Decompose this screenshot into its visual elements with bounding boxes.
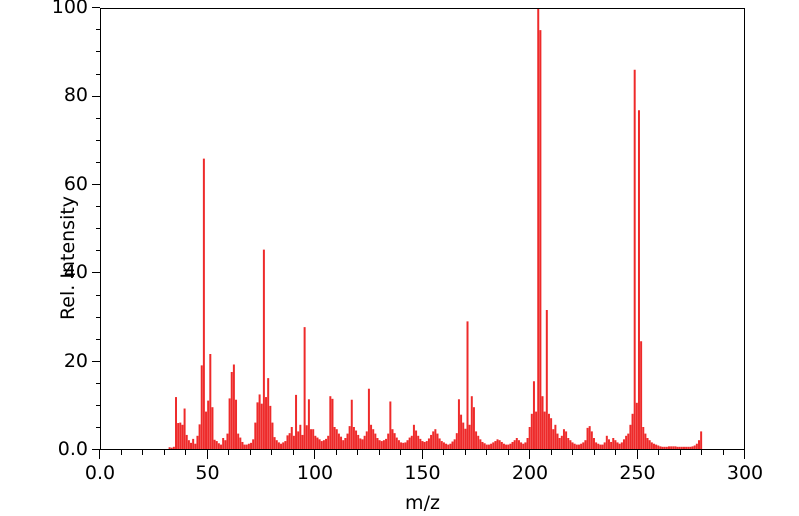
y-axis-tick-minor	[95, 139, 100, 141]
x-axis-tick-minor	[400, 450, 402, 455]
x-axis-tick-minor	[658, 450, 660, 455]
y-axis-tick-label: 0.0	[57, 438, 88, 460]
x-axis-tick-minor	[443, 450, 445, 455]
y-axis-tick-major	[92, 272, 100, 274]
y-axis-tick-minor	[95, 73, 100, 75]
y-axis-title: Rel. Intensity	[57, 195, 80, 321]
y-axis-tick-minor	[95, 427, 100, 429]
x-axis-tick-minor	[593, 450, 595, 455]
x-axis-tick-minor	[679, 450, 681, 455]
x-axis-tick-major	[636, 450, 638, 459]
x-axis-tick-minor	[335, 450, 337, 455]
y-axis-tick-minor	[95, 228, 100, 230]
x-axis-tick-minor	[249, 450, 251, 455]
y-axis-tick-major	[92, 184, 100, 185]
y-axis-tick-minor	[95, 206, 100, 208]
x-axis-tick-label: 50	[195, 462, 220, 484]
x-axis-tick-minor	[357, 450, 359, 455]
y-axis-tick-major	[92, 360, 100, 362]
x-axis-tick-minor	[464, 450, 466, 455]
x-axis-tick-minor	[722, 450, 724, 455]
y-axis-tick-minor	[95, 51, 100, 53]
x-axis-tick-major	[99, 450, 101, 459]
x-axis-tick-minor	[142, 450, 144, 455]
x-axis-tick-label: 150	[404, 462, 441, 484]
x-axis-tick-minor	[507, 450, 509, 455]
y-axis-tick-minor	[95, 382, 100, 384]
y-axis-tick-minor	[95, 29, 100, 31]
x-axis-tick-minor	[572, 450, 574, 455]
y-axis-tick-minor	[95, 405, 100, 406]
y-axis-tick-label: 20	[63, 349, 88, 372]
x-axis-tick-minor	[701, 450, 703, 455]
y-axis-tick-label: 80	[63, 84, 88, 107]
y-axis-tick-minor	[95, 316, 100, 318]
y-axis-tick-minor	[95, 294, 100, 296]
x-axis-tick-major	[314, 450, 316, 459]
x-axis-tick-minor	[163, 450, 165, 455]
x-axis: m/z 0.0 50 100 150 200 250 300	[85, 450, 763, 516]
x-axis-tick-label: 300	[726, 462, 764, 484]
x-axis-tick-minor	[185, 450, 187, 455]
x-axis-tick-major	[744, 450, 746, 459]
x-axis-tick-minor	[550, 450, 552, 455]
x-axis-tick-minor	[228, 450, 230, 455]
x-axis-title: m/z	[405, 492, 440, 514]
x-axis-tick-label: 100	[296, 462, 334, 484]
spectrum-series	[168, 9, 703, 449]
y-axis: Rel. Intensity 0.0 20 40 60 80 100	[0, 0, 100, 516]
x-axis-tick-major	[421, 450, 423, 459]
x-axis-tick-minor	[120, 450, 122, 455]
y-axis-tick-label: 60	[63, 172, 88, 195]
y-axis-tick-minor	[95, 250, 100, 252]
x-axis-tick-minor	[615, 450, 617, 455]
y-axis-tick-major	[92, 449, 100, 451]
x-axis-tick-minor	[292, 450, 294, 455]
y-axis-tick-label: 40	[63, 261, 88, 284]
x-axis-tick-minor	[271, 450, 273, 455]
y-axis-tick-label: 100	[51, 0, 88, 18]
x-axis-tick-label: 200	[511, 462, 549, 484]
y-axis-tick-minor	[95, 117, 100, 119]
x-axis-tick-label: 250	[619, 462, 656, 484]
y-axis-tick-major	[92, 7, 100, 9]
y-axis-tick-major	[92, 95, 100, 97]
x-axis-tick-label: 0.0	[84, 462, 116, 484]
x-axis-tick-major	[206, 450, 208, 459]
x-axis-tick-major	[529, 450, 531, 459]
x-axis-tick-minor	[486, 450, 488, 455]
y-axis-tick-minor	[95, 161, 100, 163]
plot-area	[100, 8, 745, 450]
x-axis-tick-minor	[378, 450, 380, 455]
y-axis-tick-minor	[95, 338, 100, 340]
